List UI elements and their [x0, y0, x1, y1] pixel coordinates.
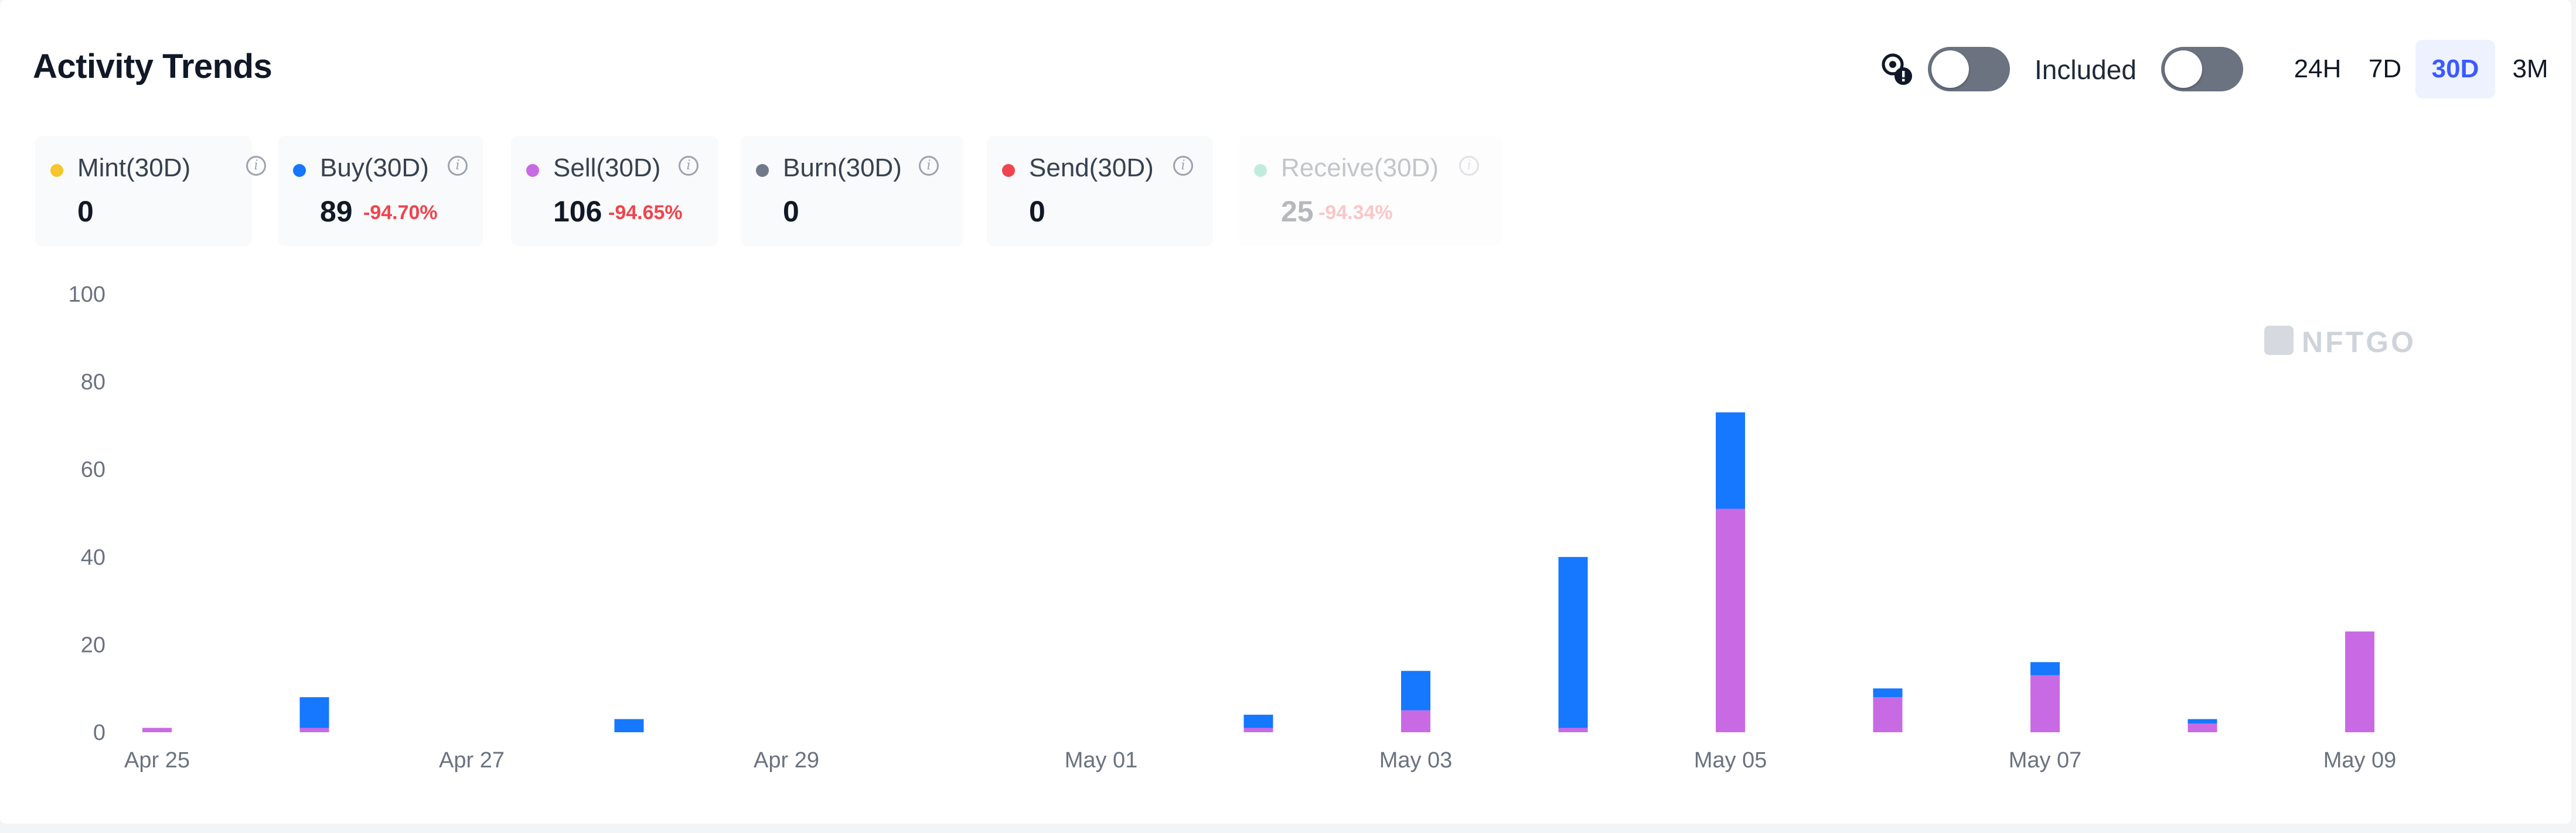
sell-bar[interactable] [299, 728, 329, 732]
sell-bar[interactable] [1401, 710, 1430, 732]
sell-bar[interactable] [1243, 728, 1273, 732]
sell-bar[interactable] [2187, 723, 2217, 732]
stat-card-mint[interactable]: Mint(30D) i 0 [35, 136, 266, 246]
wash-trade-toggle[interactable] [1928, 47, 2010, 91]
info-icon[interactable]: i [246, 156, 266, 176]
buy-bar[interactable] [1873, 688, 1903, 698]
included-label: Included [2035, 54, 2137, 85]
stat-label: Burn(30D) [783, 153, 902, 182]
nftgo-logo-icon [2264, 326, 2294, 355]
sell-bar[interactable] [2030, 675, 2060, 732]
stat-label: Mint(30D) [77, 153, 191, 182]
buy-bar[interactable] [614, 719, 644, 732]
range-3m-button[interactable]: 3M [2512, 54, 2548, 83]
bar-series [142, 412, 2374, 732]
stat-value: 25 [1281, 195, 1314, 228]
buy-bar[interactable] [2030, 662, 2060, 675]
buy-bar[interactable] [1243, 715, 1273, 728]
x-tick-label: Apr 25 [124, 748, 190, 773]
stat-label: Receive(30D) [1281, 153, 1439, 182]
stat-card-send[interactable]: Send(30D) i 0 [987, 136, 1213, 246]
buy-bar[interactable] [1716, 412, 1745, 509]
info-icon[interactable]: i [679, 156, 698, 176]
stat-card-burn[interactable]: Burn(30D) i 0 [741, 136, 963, 246]
y-tick-label: 80 [81, 370, 105, 395]
buy-bar[interactable] [1401, 671, 1430, 711]
sell-dot-icon [526, 164, 539, 177]
info-icon[interactable]: i [1173, 156, 1193, 176]
stat-card-buy[interactable]: Buy(30D) i 89 -94.70% [278, 136, 483, 246]
header-controls: Included 24H 7D 30D 3M [0, 40, 2571, 98]
sell-bar[interactable] [2345, 631, 2374, 732]
y-tick-label: 20 [81, 633, 105, 657]
range-30d-button[interactable]: 30D [2415, 40, 2495, 98]
toggle-knob [2165, 50, 2202, 88]
buy-dot-icon [293, 164, 306, 177]
y-tick-label: 100 [69, 282, 105, 307]
stat-label: Send(30D) [1029, 153, 1154, 182]
burn-dot-icon [756, 164, 769, 177]
included-toggle[interactable] [2161, 47, 2243, 91]
info-icon[interactable]: i [1459, 156, 1479, 176]
stat-value: 0 [77, 195, 94, 228]
receive-dot-icon [1254, 164, 1267, 177]
x-tick-label: May 03 [1379, 748, 1453, 773]
y-tick-label: 40 [81, 545, 105, 570]
x-tick-label: May 01 [1065, 748, 1138, 773]
buy-bar[interactable] [1558, 557, 1588, 728]
stat-value: 0 [1029, 195, 1045, 228]
range-7d-button[interactable]: 7D [2368, 54, 2402, 83]
stat-change: -94.65% [608, 202, 683, 224]
stat-change: -94.70% [363, 202, 438, 224]
stat-value: 106 [553, 195, 602, 228]
sell-bar[interactable] [142, 728, 172, 732]
send-dot-icon [1002, 164, 1015, 177]
info-icon[interactable]: i [448, 156, 468, 176]
mint-dot-icon [50, 164, 63, 177]
x-axis: Apr 25 Apr 27 Apr 29 May 01 May 03 May 05 May … [124, 748, 2397, 773]
y-tick-label: 0 [93, 721, 105, 745]
x-tick-label: May 05 [1694, 748, 1767, 773]
sell-bar[interactable] [1873, 697, 1903, 732]
buy-bar[interactable] [2187, 719, 2217, 724]
stat-value: 89 [320, 195, 353, 228]
buy-bar[interactable] [299, 697, 329, 728]
wash-trade-icon [1882, 53, 1912, 85]
stat-label: Buy(30D) [320, 153, 429, 182]
nftgo-watermark: NFTGO [2264, 326, 2416, 359]
toggle-knob [1931, 50, 1969, 88]
x-tick-label: May 07 [2009, 748, 2082, 773]
stat-card-sell[interactable]: Sell(30D) i 106 -94.65% [511, 136, 718, 246]
info-icon[interactable]: i [919, 156, 939, 176]
y-axis: 0 20 40 60 80 100 [69, 282, 105, 745]
page-title: Activity Trends [33, 47, 272, 86]
sell-bar[interactable] [1716, 508, 1745, 732]
sell-bar[interactable] [1558, 728, 1588, 732]
stat-value: 0 [783, 195, 799, 228]
y-tick-label: 60 [81, 458, 105, 482]
x-tick-label: Apr 27 [439, 748, 505, 773]
x-tick-label: May 09 [2323, 748, 2397, 773]
x-tick-label: Apr 29 [754, 748, 819, 773]
watermark-text: NFTGO [2302, 326, 2416, 359]
range-24h-button[interactable]: 24H [2294, 54, 2342, 83]
stat-change: -94.34% [1318, 202, 1393, 224]
stat-card-receive[interactable]: Receive(30D) i 25 -94.34% [1239, 136, 1502, 246]
stat-label: Sell(30D) [553, 153, 661, 182]
